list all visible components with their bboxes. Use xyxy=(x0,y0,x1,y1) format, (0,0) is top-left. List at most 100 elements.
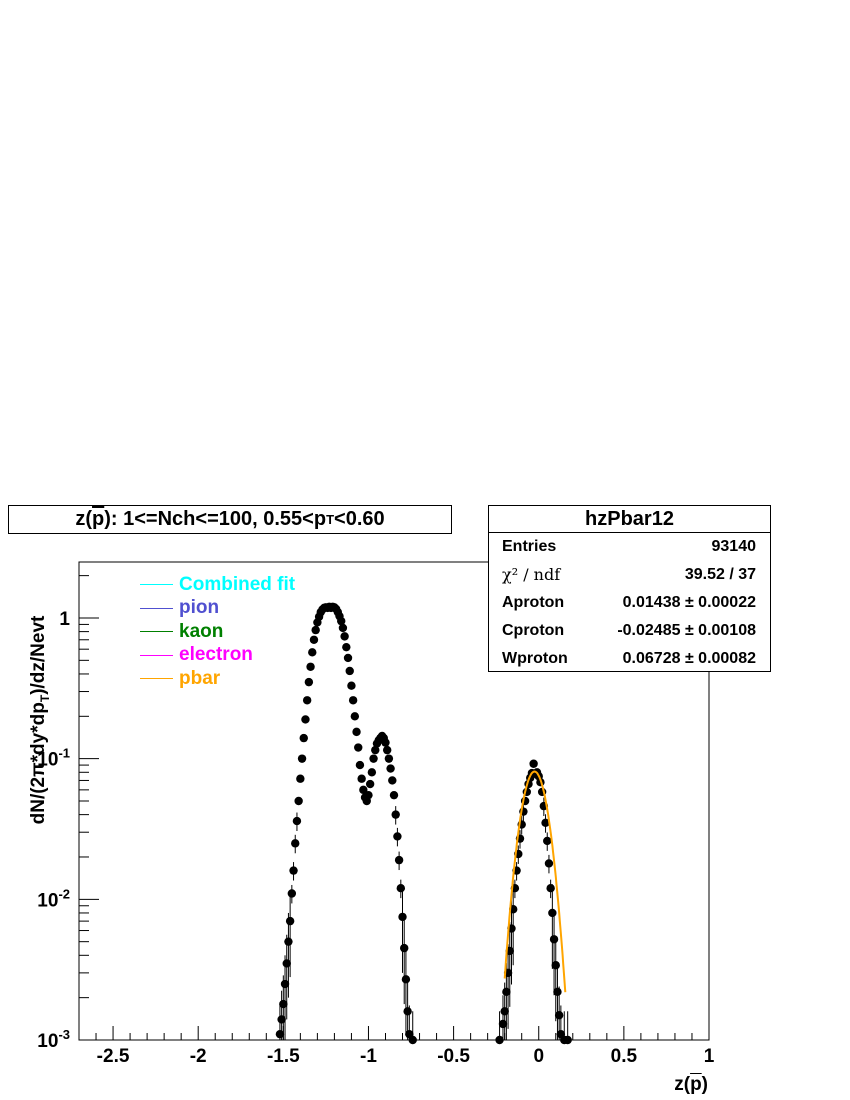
stats-label: Cproton xyxy=(502,622,565,639)
legend-item: electron xyxy=(140,644,295,668)
data-point xyxy=(280,979,290,989)
data-point xyxy=(306,662,315,671)
data-point xyxy=(551,961,560,970)
data-point xyxy=(544,859,554,868)
chart-title: z(p): 1<=Nch<=100, 0.55<p T <0.60 xyxy=(8,505,452,534)
data-point xyxy=(279,999,288,1009)
data-point xyxy=(285,916,295,926)
data-point xyxy=(403,1007,412,1016)
x-tick-label: 0 xyxy=(533,1046,544,1067)
data-point xyxy=(365,779,375,789)
y-tick-label: 10-2 xyxy=(37,886,70,911)
pbar-fit-curve xyxy=(503,770,567,993)
data-point xyxy=(500,1007,509,1016)
legend-label: electron xyxy=(179,644,253,666)
data-point xyxy=(546,883,555,893)
data-point xyxy=(311,625,320,635)
data-point xyxy=(394,855,404,865)
y-tick-label: 10-3 xyxy=(37,1027,70,1052)
xlabel-pbar: p xyxy=(690,1074,702,1095)
data-point xyxy=(548,908,557,918)
data-point xyxy=(338,623,348,633)
data-point xyxy=(381,738,390,747)
x-tick-label: -0.5 xyxy=(437,1046,470,1067)
stats-box: hzPbar12 Entries 93140 χ² / ndf 39.52 / 37… xyxy=(488,505,771,672)
legend-swatch xyxy=(140,678,173,680)
data-point xyxy=(297,754,307,763)
data-points xyxy=(275,602,572,1045)
legend-label: kaon xyxy=(179,620,224,642)
stats-name: hzPbar12 xyxy=(489,506,770,533)
stats-value: 39.52 / 37 xyxy=(684,566,756,583)
data-point xyxy=(396,883,406,893)
xlabel-a: z( xyxy=(674,1074,691,1095)
data-point xyxy=(398,912,407,922)
legend-label: pion xyxy=(179,597,220,619)
title-pbar: p xyxy=(92,508,105,530)
stats-value: 93140 xyxy=(711,538,757,555)
data-point xyxy=(371,745,380,755)
data-point xyxy=(408,1035,417,1045)
data-point xyxy=(563,1035,572,1045)
legend-swatch xyxy=(140,631,173,633)
data-point xyxy=(302,696,312,705)
data-point xyxy=(340,632,349,641)
data-point xyxy=(345,666,354,676)
x-tick-label: -2 xyxy=(190,1046,207,1067)
data-point xyxy=(369,754,378,763)
data-point xyxy=(309,635,319,644)
legend-label: pbar xyxy=(179,667,221,689)
data-point xyxy=(389,790,399,800)
data-point xyxy=(296,774,305,783)
data-point xyxy=(498,1019,508,1029)
data-point xyxy=(382,745,392,755)
data-point xyxy=(291,839,300,848)
title-suffix: ): 1<=Nch<=100, 0.55<p xyxy=(104,508,327,530)
data-point xyxy=(386,764,395,773)
data-point xyxy=(282,959,291,968)
data-point xyxy=(275,1029,285,1039)
data-point xyxy=(301,715,310,724)
data-point xyxy=(348,696,358,705)
data-point xyxy=(367,768,377,777)
data-point xyxy=(294,796,303,806)
xlabel-b: ) xyxy=(701,1074,708,1095)
y-tick-label: 1 xyxy=(59,609,70,630)
x-tick-label: -2.5 xyxy=(97,1046,130,1067)
legend-swatch xyxy=(140,584,173,586)
data-point xyxy=(391,810,400,819)
data-point xyxy=(337,616,346,626)
data-point xyxy=(277,1015,286,1024)
stats-label: Aproton xyxy=(502,594,565,611)
data-point xyxy=(495,1035,504,1045)
legend-item: kaon xyxy=(140,620,295,644)
x-tick-label: 1 xyxy=(704,1046,715,1067)
data-point xyxy=(284,937,293,946)
data-point xyxy=(292,816,302,826)
legend-item: Combined fit xyxy=(140,573,295,597)
data-point xyxy=(343,653,353,663)
stats-row-wproton: Wproton 0.06728 ± 0.00082 xyxy=(489,645,770,673)
tick-labels: -2.5 -2 -1.5 -1 -0.5 0 0.5 110-310-210-11 xyxy=(37,609,714,1067)
data-point xyxy=(347,681,356,690)
legend-swatch xyxy=(140,654,173,656)
data-point xyxy=(388,776,397,785)
stats-row-chi2: χ² / ndf 39.52 / 37 xyxy=(489,561,770,589)
stats-value: 0.06728 ± 0.00082 xyxy=(622,650,756,667)
data-point xyxy=(352,727,361,737)
stats-label: Wproton xyxy=(502,650,568,667)
data-point xyxy=(543,836,552,846)
data-point xyxy=(384,754,394,763)
stats-row-cproton: Cproton -0.02485 ± 0.00108 xyxy=(489,617,770,645)
data-point xyxy=(355,760,365,770)
data-point xyxy=(304,677,314,687)
legend-item: pion xyxy=(140,597,295,621)
data-point xyxy=(400,943,409,953)
legend-swatch xyxy=(140,607,173,609)
title-tail: <0.60 xyxy=(334,508,385,530)
title-prefix: z( xyxy=(75,508,93,530)
x-tick-label: 0.5 xyxy=(611,1046,638,1067)
x-axis-label: z(p) xyxy=(674,1074,708,1096)
legend-item: pbar xyxy=(140,667,295,691)
